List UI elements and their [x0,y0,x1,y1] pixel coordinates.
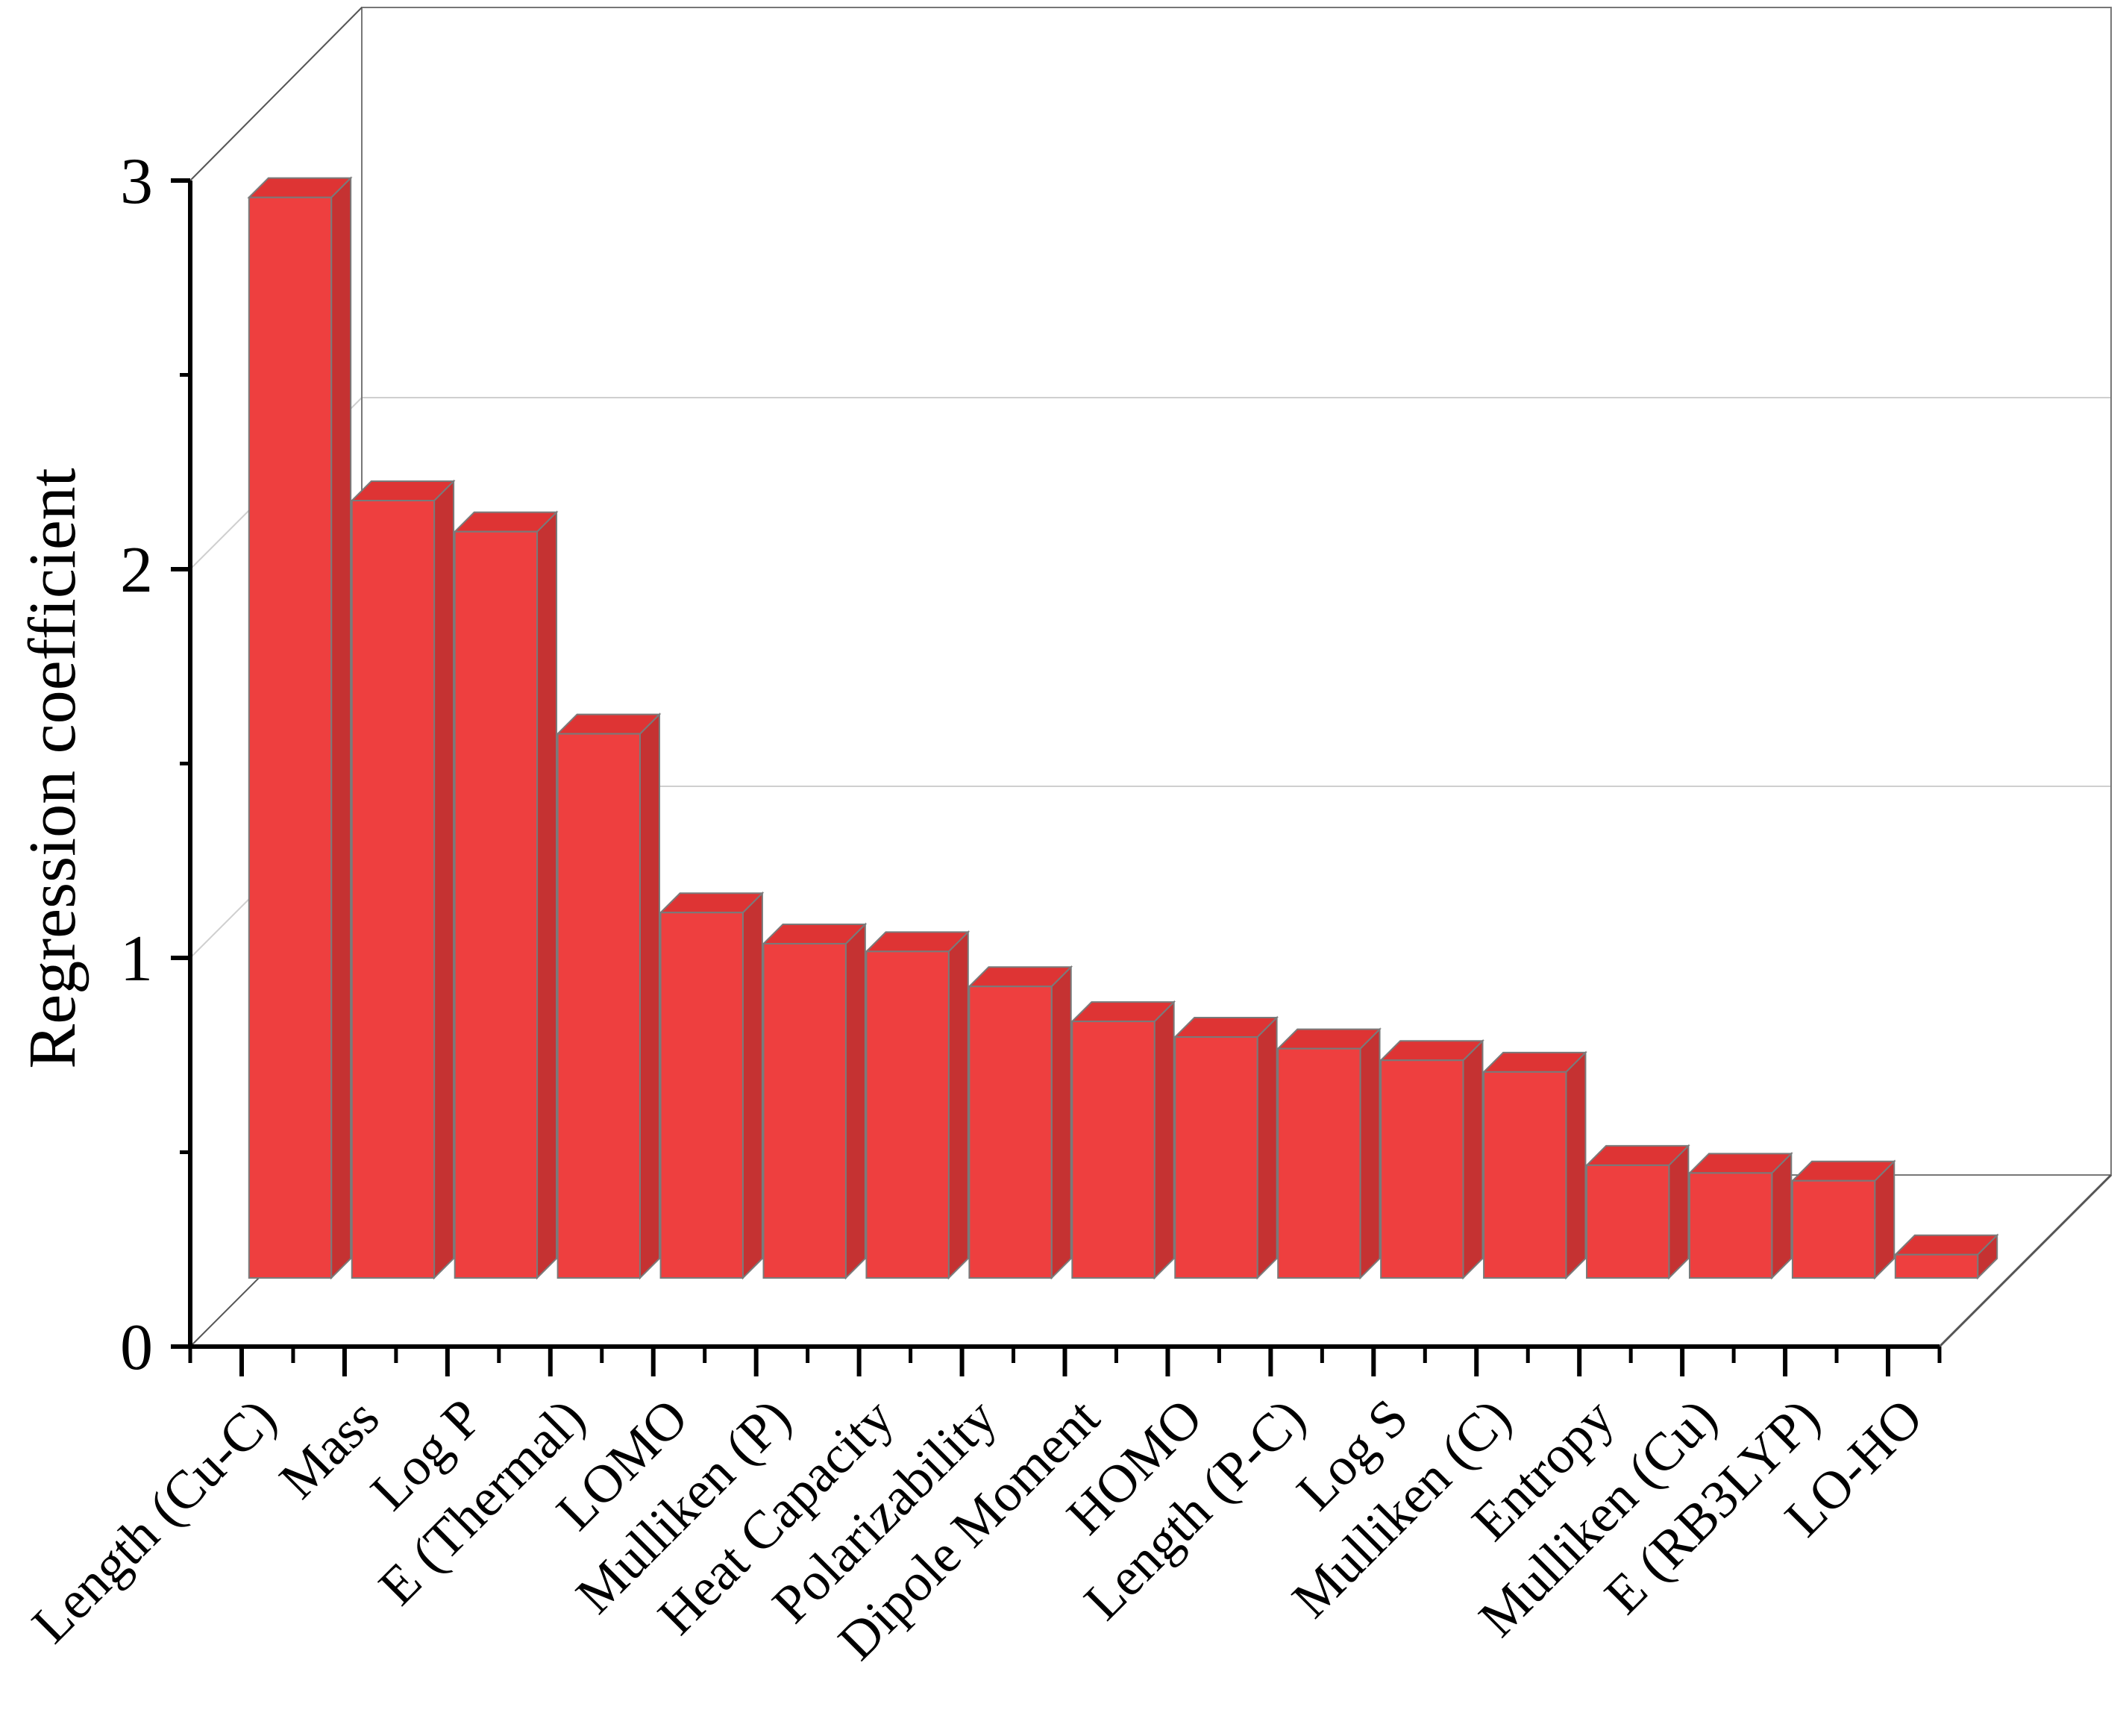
bar-side-face [536,510,558,1280]
bar [350,479,456,1280]
bar [1893,1233,1999,1280]
bar-front-face [659,912,744,1279]
bar-front-face [1894,1253,1979,1279]
x-category-label: Length (Cu-C) [21,1388,288,1655]
bar-side-face [1153,1000,1175,1280]
bar-front-face [1174,1035,1258,1279]
y-tick-label: 1 [120,923,153,995]
bar-front-face [556,733,641,1279]
bar-side-face [433,479,455,1280]
bar-side-face [1771,1151,1793,1280]
bar [556,712,662,1280]
bar-front-face [351,500,436,1279]
bar [1276,1027,1382,1280]
bar-side-face [1565,1050,1587,1280]
bar-side-face [1668,1144,1690,1280]
bar [967,965,1073,1280]
bar [1070,1000,1176,1280]
bar-front-face [1688,1172,1773,1279]
bar-front-face [1277,1047,1361,1279]
y-tick-label: 2 [120,534,153,607]
bar [762,922,868,1280]
bar-front-face [968,985,1053,1279]
bar [453,510,559,1280]
bar-side-face [844,922,866,1280]
bar [1173,1015,1279,1280]
bar [1481,1050,1587,1280]
bar [1584,1144,1690,1280]
y-tick-label: 0 [120,1312,153,1384]
bar-front-face [1380,1059,1464,1279]
y-tick-labels: 0 1 2 3 [120,145,153,1384]
bar [865,930,971,1280]
bar-side-face [741,891,763,1280]
bar-side-face [1256,1015,1278,1280]
bar-front-face [1791,1179,1876,1279]
bar-front-face [248,196,333,1279]
depth-edge-top-left [189,7,363,181]
bar-front-face [1483,1071,1567,1279]
axes [171,178,1942,1376]
bar-front-face [762,942,847,1279]
bar [659,891,765,1280]
bar-front-face [454,530,539,1279]
bar [247,176,353,1280]
bar-front-face [1071,1021,1155,1279]
bar-front-face [1586,1164,1670,1279]
bar-side-face [947,930,969,1280]
y-axis-title: Regression coefficient [16,468,90,1069]
bar-side-face [639,712,660,1280]
bar [1790,1159,1896,1280]
y-tick-label: 3 [120,145,153,218]
bars [247,176,1999,1280]
bar-front-face [865,950,950,1279]
bar-side-face [1050,965,1072,1280]
bar-side-face [330,176,352,1280]
bar-side-face [1462,1038,1484,1280]
bar-side-face [1359,1027,1381,1280]
bar [1687,1151,1793,1280]
bar [1379,1038,1484,1280]
depth-edge-bottom-right [1938,1173,2113,1348]
